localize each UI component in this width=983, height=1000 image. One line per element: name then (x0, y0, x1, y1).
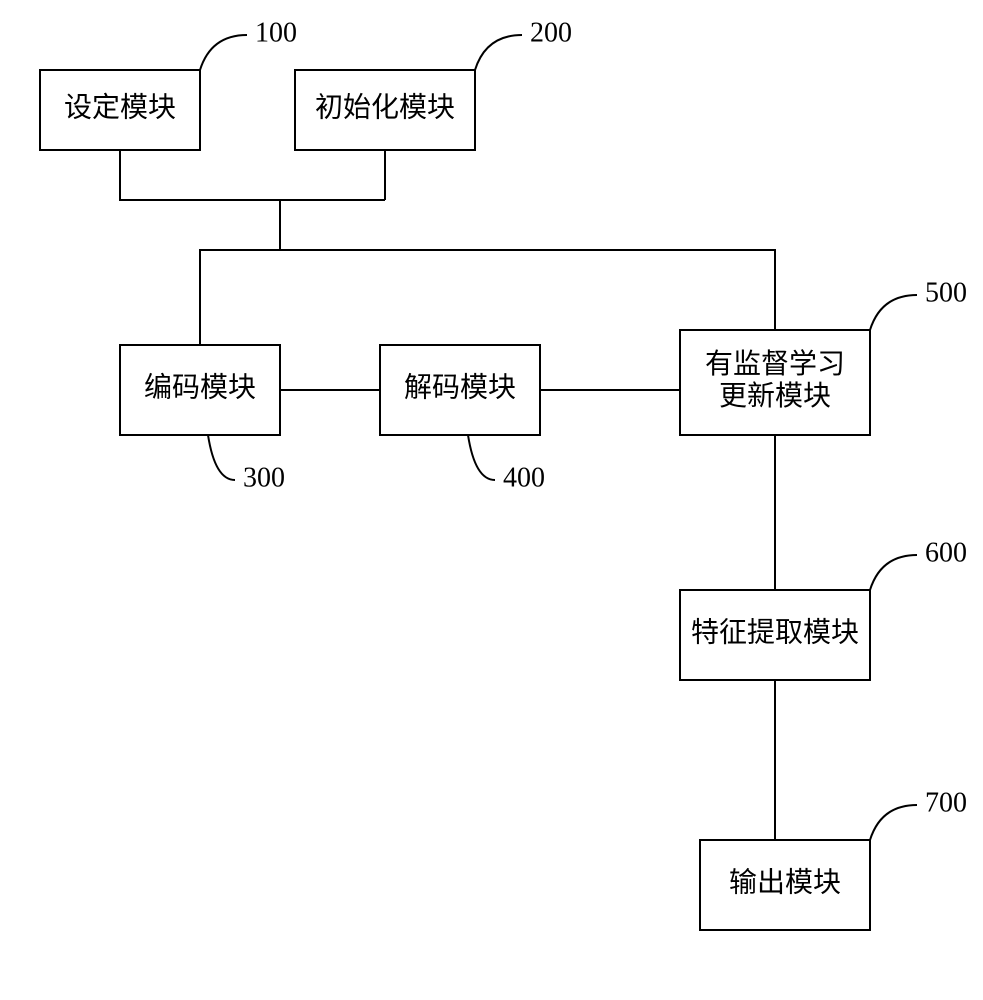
callout-text-n700: 700 (925, 787, 967, 818)
node-n700: 输出模块 700 (700, 787, 967, 930)
callout-text-n600: 600 (925, 537, 967, 568)
callout-leader-n100 (200, 35, 247, 70)
node-n500: 有监督学习更新模块 500 (680, 277, 967, 435)
edge-junction-split (280, 200, 385, 250)
edge-split-n300 (200, 250, 280, 345)
edge-split-n500 (280, 250, 775, 330)
callout-text-n100: 100 (255, 17, 297, 48)
callout-leader-n200 (475, 35, 522, 70)
node-n200: 初始化模块 200 (295, 17, 572, 150)
callout-text-n200: 200 (530, 17, 572, 48)
node-label-n200: 初始化模块 (315, 91, 455, 123)
node-label-n500-line1: 更新模块 (719, 380, 831, 412)
node-label-n400: 解码模块 (404, 371, 516, 403)
node-label-n600: 特征提取模块 (691, 616, 859, 648)
node-label-n300: 编码模块 (144, 371, 256, 403)
node-label-n100: 设定模块 (64, 91, 176, 123)
node-label-n500-line0: 有监督学习 (705, 348, 845, 380)
callout-leader-n600 (870, 555, 917, 590)
node-n400: 解码模块 400 (380, 345, 545, 493)
callout-leader-n300 (208, 435, 235, 480)
callout-text-n300: 300 (243, 462, 285, 493)
callout-leader-n500 (870, 295, 917, 330)
edge-n100-junction (120, 150, 385, 200)
callout-leader-n700 (870, 805, 917, 840)
callout-text-n400: 400 (503, 462, 545, 493)
node-n300: 编码模块 300 (120, 345, 285, 493)
node-n600: 特征提取模块 600 (680, 537, 967, 680)
callout-text-n500: 500 (925, 277, 967, 308)
node-label-n700: 输出模块 (729, 866, 841, 898)
node-n100: 设定模块 100 (40, 17, 297, 150)
callout-leader-n400 (468, 435, 495, 480)
